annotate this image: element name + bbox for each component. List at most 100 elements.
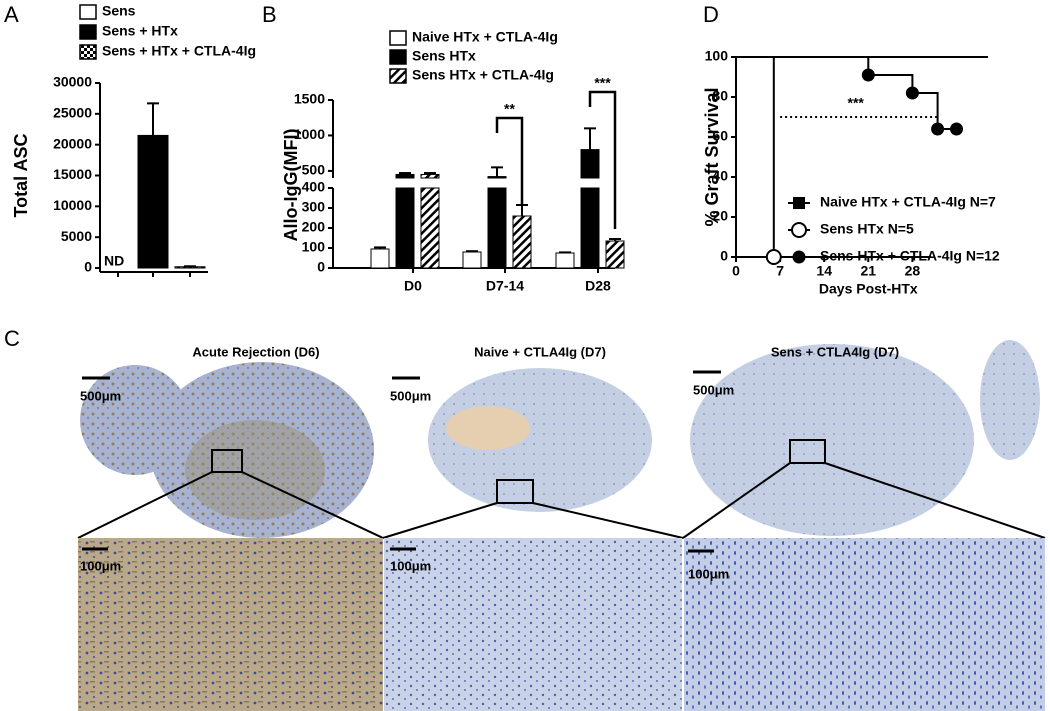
y-tick-label: 40 [712,168,728,184]
bar [420,187,440,269]
x-tick-label: D28 [585,278,611,294]
bar [137,134,169,269]
zoom-line [682,462,791,539]
marker [950,122,963,136]
x-tick-label: 28 [905,263,921,279]
legend-label: Sens [102,3,136,19]
significance-bracket [588,90,617,229]
bar [395,173,415,179]
histology-image [78,538,383,711]
marker [905,86,919,100]
panel-label: C [4,326,20,351]
x-tick-label: 0 [732,263,740,279]
legend-label: Sens HTx N=5 [820,221,914,237]
y-tick-label: 0 [720,248,728,264]
zoom-line [241,471,384,539]
histology-title: Sens + CTLA4Ig (D7) [771,344,899,359]
tissue [185,420,325,520]
annotation: *** [594,75,611,91]
marker [765,249,782,265]
y-tick-label: 15000 [53,166,92,182]
y-tick-label: 100 [302,239,326,255]
panel-label: A [4,2,19,27]
bar [512,215,532,269]
scale-label: 500μm [693,382,734,397]
legend-label: Naive HTx + CTLA-4Ig N=7 [820,194,996,210]
annotation: *** [848,95,865,111]
y-tick-label: 20000 [53,135,92,151]
tissue [150,362,374,538]
y-tick-label: 500 [302,162,326,178]
annotation: ** [504,101,515,117]
x-tick-label: D7-14 [486,278,524,294]
legend-label: Naive HTx + CTLA-4Ig [412,29,558,45]
bar [580,149,600,179]
zoom-box [789,439,826,464]
tissue [690,344,974,536]
histology-image [384,538,682,711]
scale-label: 500μm [80,388,121,403]
legend-swatch [389,49,407,65]
y-tick-label: 300 [302,199,326,215]
zoom-box [496,479,534,504]
legend-label: Sens + HTx [102,23,178,39]
bar [555,252,575,269]
panel-label: B [262,2,277,27]
legend-label: Sens + HTx + CTLA-4Ig [102,43,256,59]
y-tick-label: 1500 [294,91,325,107]
y-axis-label: % Graft Survival [702,87,722,226]
y-tick-label: 10000 [53,197,92,213]
x-tick-label: 14 [816,263,832,279]
x-axis-label: Days Post-HTx [819,281,918,297]
histology-image [684,538,1045,711]
y-axis-label: Total ASC [11,134,31,218]
survival-line [736,56,775,257]
legend-swatch [79,44,97,60]
marker [931,122,945,136]
bar [420,173,440,179]
legend-label: Sens HTx + CTLA-4Ig [412,67,554,83]
y-tick-label: 100 [705,48,729,64]
legend-marker [793,197,805,209]
bar [395,187,415,269]
scale-bars [82,370,721,553]
legend-label: Sens HTx [412,48,476,64]
scale-label: 100μm [390,558,431,573]
zoom-line [382,502,498,539]
zoom-line [532,502,684,539]
scale-label: 100μm [688,566,729,581]
significance-bracket [495,116,524,204]
y-tick-label: 5000 [61,228,92,244]
zoom-line [824,462,1046,539]
panel-label: D [703,2,719,27]
legend-marker [792,250,806,264]
x-tick-label: D0 [404,278,422,294]
bar [605,240,625,269]
survival-line [736,56,957,130]
x-tick-label: 21 [861,263,877,279]
legend-swatch [389,30,407,46]
histology-title: Naive + CTLA4Ig (D7) [474,344,606,359]
y-tick-label: 25000 [53,105,92,121]
histology-title: Acute Rejection (D6) [192,344,319,359]
y-tick-label: 20 [712,208,728,224]
legend-swatch [79,4,97,20]
legend-marker [791,222,807,238]
y-tick-label: 200 [302,219,326,235]
marker [861,68,875,82]
tissue [446,406,530,450]
y-tick-label: 80 [712,88,728,104]
legend-swatch [389,68,407,84]
bar [487,187,507,269]
bar [462,251,482,269]
annotation: ND [104,253,124,269]
histology-low [77,340,1046,539]
y-tick-label: 60 [712,128,728,144]
bar [487,176,507,179]
y-tick-label: 0 [317,259,325,275]
y-tick-label: 0 [84,259,92,275]
y-tick-label: 1000 [294,126,325,142]
x-tick-label: 7 [776,263,784,279]
y-tick-label: 400 [302,179,326,195]
